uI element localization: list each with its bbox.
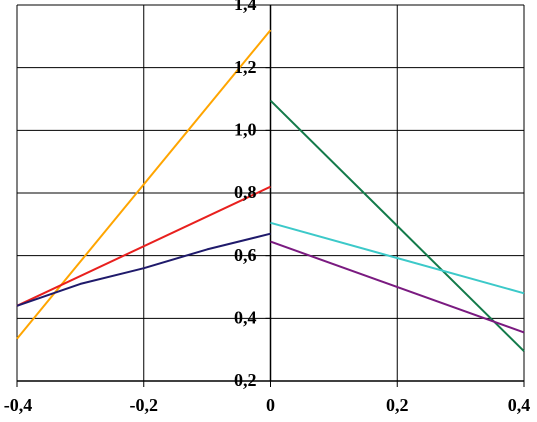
series-lines [16, 29, 525, 352]
x-tick-label: 0 [266, 395, 275, 415]
series-line-4 [269, 99, 525, 352]
y-tick-label: 0,4 [234, 307, 257, 327]
series-line-6 [270, 240, 525, 334]
y-tick-label: 0,8 [234, 182, 257, 202]
series-line-5 [270, 221, 525, 295]
series-line-2 [16, 185, 271, 307]
y-tick-label: 1,2 [234, 57, 257, 77]
x-tick-label: -0,2 [130, 395, 159, 415]
x-tick-label: 0,2 [386, 395, 409, 415]
y-tick-label: 1,0 [234, 119, 257, 139]
y-tick-labels: 0,2 0,4 0,6 0,8 1,0 1,2 1,4 [234, 0, 257, 390]
series-line-1 [16, 29, 272, 340]
axes [16, 4, 525, 387]
x-tick-label: 0,4 [508, 395, 531, 415]
y-tick-label: 0,6 [234, 245, 257, 265]
x-tick-label: -0,4 [4, 395, 33, 415]
y-tick-label: 0,2 [234, 370, 257, 390]
x-tick-labels: -0,4 -0,2 0 0,2 0,4 [4, 395, 531, 415]
y-tick-label: 1,4 [234, 0, 257, 14]
series-line-3 [16, 232, 271, 307]
